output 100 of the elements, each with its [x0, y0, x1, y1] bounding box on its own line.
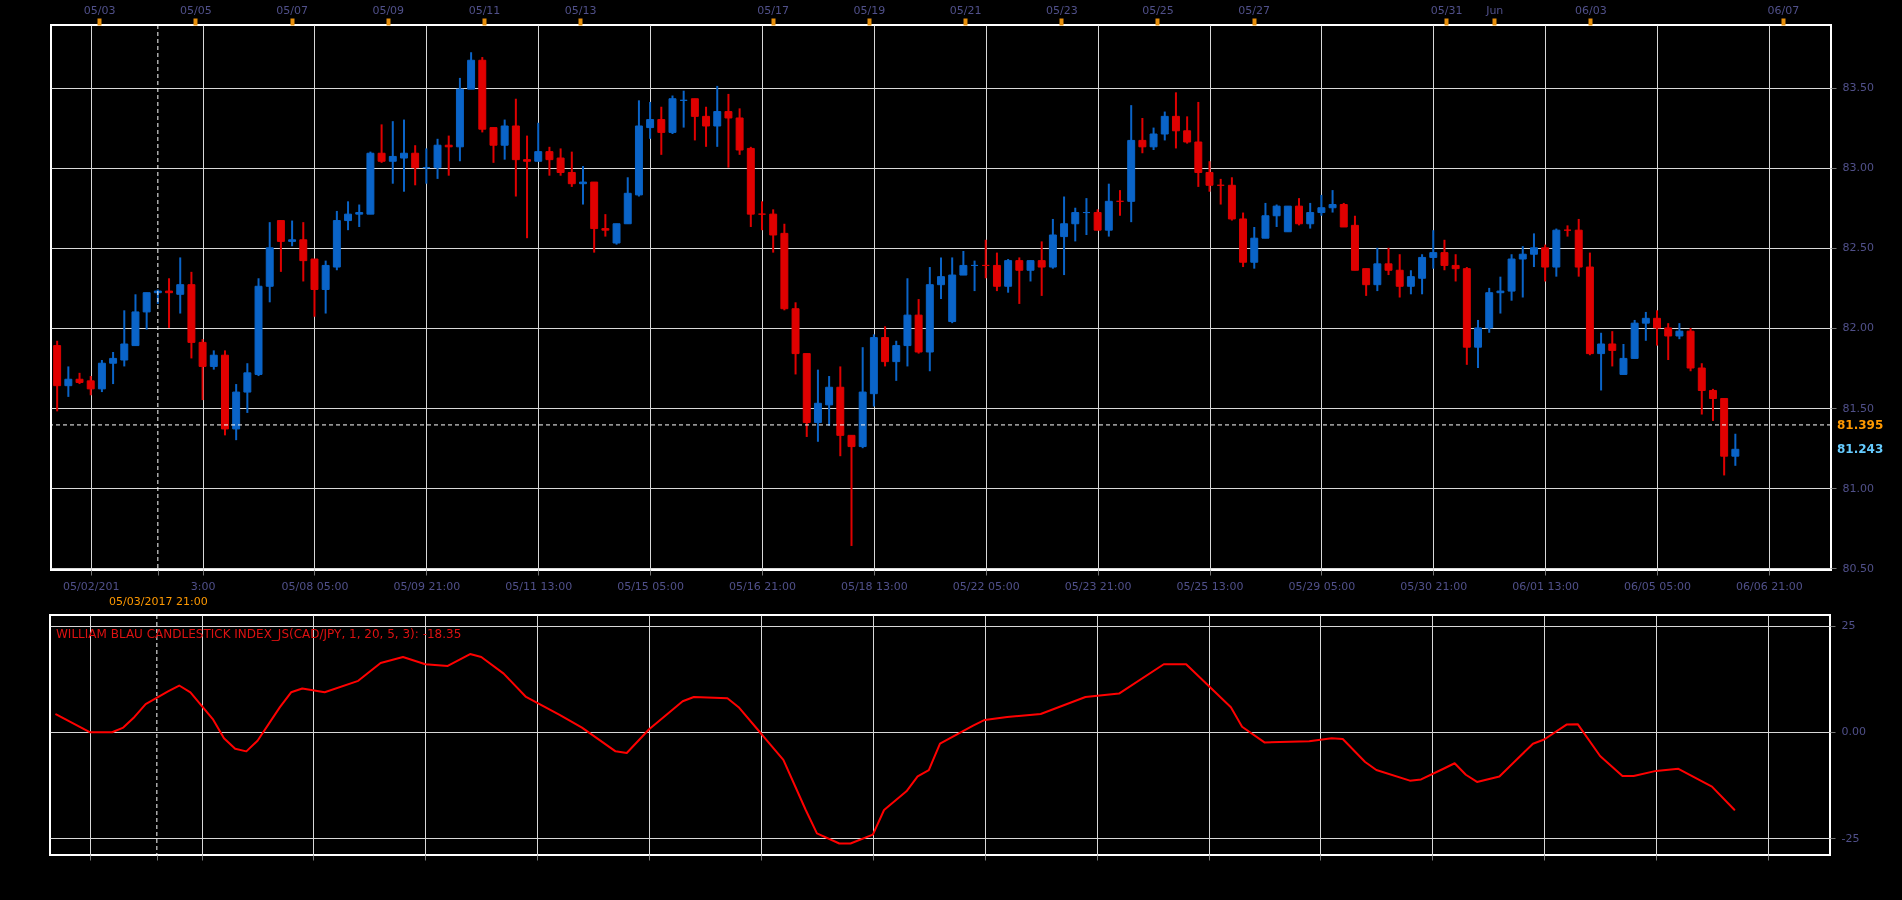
- candlestick: [1339, 201, 1348, 228]
- candlestick: [612, 222, 621, 246]
- candlestick: [959, 250, 968, 277]
- line-series: [55, 653, 1736, 845]
- x-tick-label: 05/11 13:00: [505, 579, 573, 593]
- x2-tick-label: 05/23: [1045, 3, 1078, 17]
- candlestick: [120, 309, 129, 368]
- candlestick: [534, 121, 543, 163]
- candlestick: [1518, 245, 1527, 299]
- x-tick-label: 05/25 13:00: [1176, 579, 1244, 593]
- candlestick: [1362, 267, 1371, 297]
- candlestick: [1384, 246, 1393, 277]
- candlestick: [1149, 126, 1158, 152]
- candlestick: [567, 150, 576, 188]
- candlestick: [713, 84, 722, 148]
- y-tick-label: 81.00: [1842, 481, 1874, 495]
- candlestick: [165, 277, 173, 329]
- candlestick: [1317, 193, 1326, 217]
- candlestick: [1597, 331, 1606, 392]
- candlestick: [209, 349, 218, 371]
- x-tick-label: 05/15 05:00: [617, 579, 685, 593]
- y-tick-label: 25: [1841, 619, 1856, 633]
- x-tick-label: 05/03/2017 21:00: [109, 594, 208, 608]
- candlestick: [1037, 240, 1046, 297]
- candlestick: [1261, 201, 1270, 240]
- x2-tick-label: Jun: [1485, 3, 1504, 17]
- x-tick-label: 3:00: [190, 579, 216, 593]
- x2-tick-label: 06/07: [1767, 3, 1800, 17]
- candlestick: [1641, 310, 1650, 342]
- candlestick: [601, 213, 610, 238]
- x2-tick-label: 05/27: [1238, 3, 1271, 17]
- candlestick: [1183, 115, 1192, 145]
- candlestick: [1418, 253, 1427, 296]
- candlestick: [1071, 206, 1080, 243]
- text: 81.243: [1837, 442, 1884, 457]
- x2-tick-label: 05/05: [179, 3, 212, 17]
- candlestick: [489, 126, 498, 164]
- ref-line-label: 81.395: [1837, 417, 1884, 432]
- x-tick-label: 05/23 21:00: [1064, 579, 1132, 593]
- candlestick: [377, 123, 386, 164]
- candlestick: [1653, 309, 1661, 347]
- candlestick: [109, 351, 118, 386]
- candlestick: [1160, 110, 1169, 142]
- x-tick-label: 05/08 05:00: [281, 579, 349, 593]
- x-tick-label: 05/29 05:00: [1288, 579, 1356, 593]
- candlestick: [690, 97, 699, 142]
- candlestick: [288, 219, 297, 248]
- candlestick: [299, 221, 308, 283]
- y-tick-label: 82.50: [1842, 241, 1874, 255]
- x-tick-label: 06/05 05:00: [1624, 579, 1691, 593]
- candlestick: [1451, 253, 1460, 283]
- candlestick: [1541, 243, 1550, 283]
- y-tick-label: 80.50: [1842, 561, 1874, 575]
- candlestick: [1060, 195, 1069, 277]
- candlestick: [1731, 432, 1740, 467]
- candlestick: [86, 375, 95, 397]
- x2-tick-label: 05/19: [853, 3, 886, 17]
- candlestick: [1138, 116, 1147, 155]
- candlestick: [545, 145, 554, 177]
- candlestick: [937, 256, 945, 301]
- y-tick-label: 0.00: [1841, 725, 1866, 739]
- x2-tick-label: 05/31: [1430, 3, 1463, 17]
- candlestick: [579, 165, 587, 206]
- candlestick: [1015, 256, 1024, 305]
- x2-tick-label: 05/03: [83, 3, 116, 17]
- candlestick: [1395, 253, 1404, 299]
- candlestick: [992, 251, 1001, 293]
- candlestick: [1406, 269, 1415, 296]
- x2-tick-label: 05/25: [1142, 3, 1174, 17]
- candlestick: [646, 100, 655, 140]
- y-tick-label: -25: [1841, 831, 1860, 845]
- candlestick: [1093, 208, 1102, 232]
- candlestick: [1529, 232, 1538, 269]
- x-tick-label: 05/09 21:00: [393, 579, 461, 593]
- candlestick: [1697, 362, 1706, 416]
- x-tick-label: 05/30 21:00: [1400, 579, 1468, 593]
- candlestick: [523, 134, 532, 240]
- x-tick-label: 05/18 13:00: [840, 579, 908, 593]
- x-tick-label: 05/02/201: [63, 579, 120, 593]
- y-tick-label: 82.00: [1842, 321, 1874, 335]
- candlestick: [1306, 201, 1315, 230]
- candlestick: [1440, 238, 1449, 272]
- candlestick: [1496, 275, 1505, 315]
- candlestick: [1328, 189, 1337, 214]
- candlestick: [1373, 246, 1382, 293]
- x-tick-label: 06/01 13:00: [1512, 579, 1580, 593]
- candlestick: [1205, 160, 1214, 193]
- x2-tick-label: 05/21: [949, 3, 982, 17]
- candlestick: [433, 137, 442, 180]
- candlestick: [1664, 322, 1673, 362]
- x2-tick-label: 05/11: [468, 3, 501, 17]
- y-tick-label: 81.50: [1842, 401, 1874, 415]
- candlestick: [243, 362, 252, 414]
- y-tick-label: 83.50: [1842, 81, 1874, 95]
- candlestick: [1608, 330, 1617, 368]
- y-tick-label: 83.00: [1842, 161, 1874, 175]
- candlestick: [1026, 259, 1035, 283]
- x-tick-label: 05/22 05:00: [952, 579, 1020, 593]
- candlestick: [388, 120, 397, 185]
- candlestick: [1709, 387, 1717, 422]
